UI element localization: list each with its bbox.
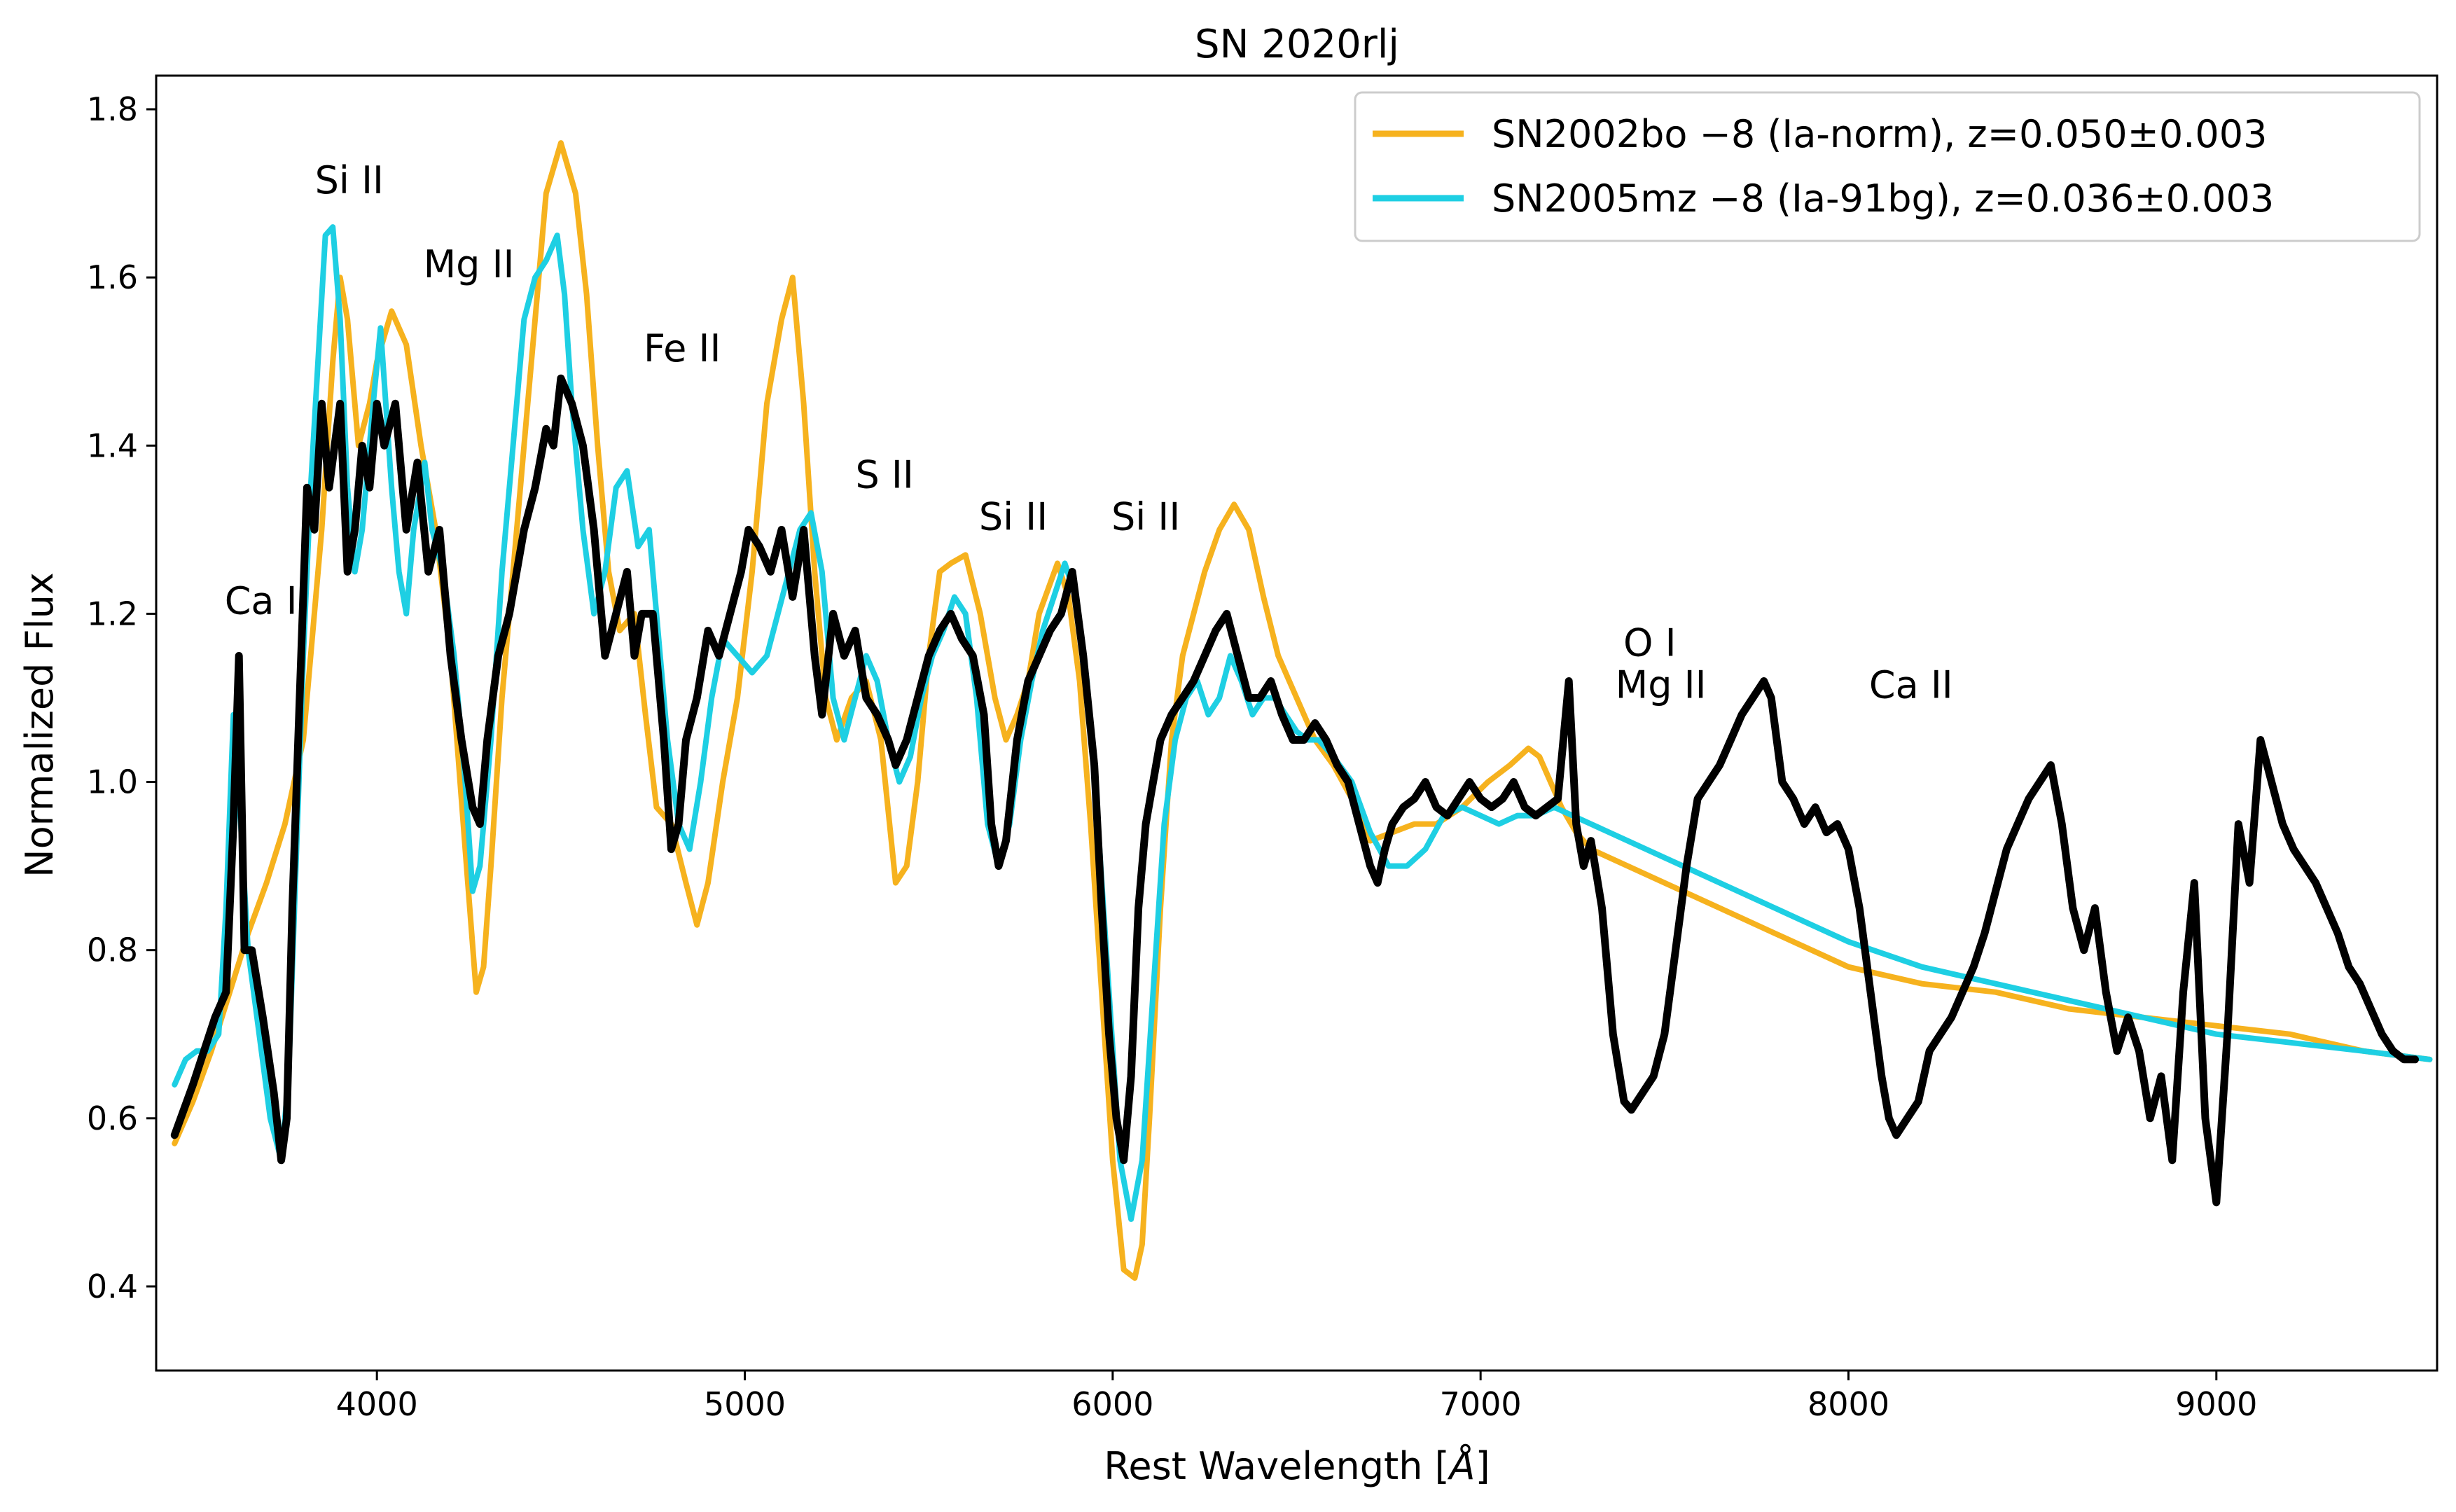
chart-title: SN 2020rlj (1195, 22, 1399, 67)
x-tick-label: 4000 (336, 1385, 418, 1423)
x-tick-label: 6000 (1071, 1385, 1153, 1423)
annotation-label: O I (1623, 620, 1677, 665)
legend-label-sn2005mz: SN2005mz −8 (Ia-91bg), z=0.036±0.003 (1492, 176, 2274, 221)
x-axis-label: Rest Wavelength [Å] (1104, 1443, 1490, 1488)
legend-frame (1354, 91, 2421, 242)
series-line-1 (172, 140, 2433, 1281)
x-axis-label-unit: Å (1448, 1443, 1476, 1488)
x-tick-label: 7000 (1440, 1385, 1522, 1423)
y-tick-label: 1.0 (87, 763, 138, 801)
annotation-label: Si II (315, 158, 384, 202)
y-tick-label: 1.8 (87, 90, 138, 128)
x-tick-label: 8000 (1808, 1385, 1889, 1423)
annotation-label: S II (855, 452, 913, 497)
annotation-label: Mg II (1616, 663, 1707, 707)
x-axis-label-prefix: Rest Wavelength [ (1104, 1444, 1449, 1488)
x-tick-label: 5000 (704, 1385, 786, 1423)
annotation-label: Ca II (225, 578, 309, 623)
y-tick-label: 1.6 (87, 258, 138, 296)
x-axis-label-suffix: ] (1476, 1444, 1490, 1488)
series-layer (170, 140, 2433, 1281)
y-tick-label: 0.6 (87, 1100, 138, 1137)
y-axis-label: Normalized Flux (18, 572, 62, 878)
y-tick-label: 1.4 (87, 426, 138, 464)
annotation-label: Si II (1111, 494, 1180, 539)
series-line-2 (172, 224, 2433, 1222)
annotation-label: Ca II (1869, 663, 1953, 707)
y-tick-label: 1.2 (87, 595, 138, 632)
annotation-label: Mg II (424, 242, 515, 286)
y-tick-label: 0.8 (87, 931, 138, 969)
annotation-label: Si II (979, 494, 1048, 539)
x-tick-label: 9000 (2175, 1385, 2257, 1423)
legend-label-sn2002bo: SN2002bo −8 (Ia-norm), z=0.050±0.003 (1492, 112, 2267, 156)
annotation-label: Fe II (644, 326, 721, 370)
plot-frame (155, 74, 2438, 1372)
legend: SN2002bo −8 (Ia-norm), z=0.050±0.003 SN2… (1354, 91, 2421, 242)
series-line-0 (170, 374, 2419, 1207)
y-tick-label: 0.4 (87, 1268, 138, 1305)
x-axis: 4000 5000 6000 7000 8000 9000 (336, 1371, 2257, 1423)
y-axis: 0.4 0.6 0.8 1.0 1.2 1.4 1.6 1.8 (87, 90, 156, 1305)
